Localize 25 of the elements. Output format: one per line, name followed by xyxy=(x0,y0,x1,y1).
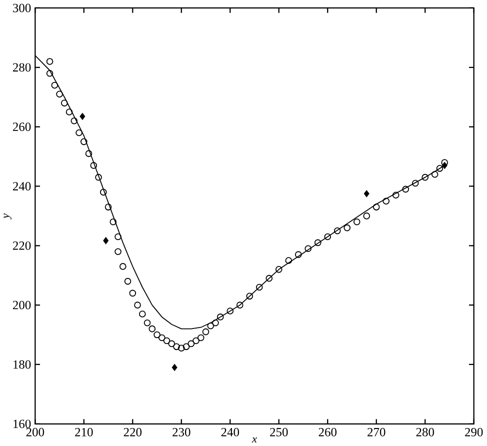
y-tick-label: 220 xyxy=(12,241,31,250)
y-tick-label: 260 xyxy=(12,122,31,131)
x-tick-label: 240 xyxy=(221,428,240,436)
point xyxy=(80,112,86,120)
x-tick-label: 290 xyxy=(465,428,483,436)
x-axis-title: x xyxy=(252,437,257,442)
y-tick-label: 180 xyxy=(14,360,31,369)
point xyxy=(364,190,370,197)
x-tick-label: 250 xyxy=(270,428,288,436)
x-tick-label: 280 xyxy=(416,428,434,436)
point xyxy=(442,162,448,169)
y-tick-label: 300 xyxy=(13,4,31,12)
point xyxy=(172,364,178,371)
x-tick-label: 230 xyxy=(172,428,190,436)
y-tick-label: 160 xyxy=(14,420,31,428)
x-tick-label: 200 xyxy=(26,428,44,436)
x-tick-label: 220 xyxy=(124,428,142,436)
y-tick-label: 240 xyxy=(12,182,31,190)
point xyxy=(103,237,109,244)
x-tick-label: 260 xyxy=(318,428,337,436)
y-tick-label: 280 xyxy=(12,63,31,72)
x-tick-label: 270 xyxy=(368,428,386,436)
y-axis-title: y xyxy=(4,213,12,220)
y-tick-label: 200 xyxy=(12,300,31,310)
x-tick-label: 210 xyxy=(75,428,93,436)
